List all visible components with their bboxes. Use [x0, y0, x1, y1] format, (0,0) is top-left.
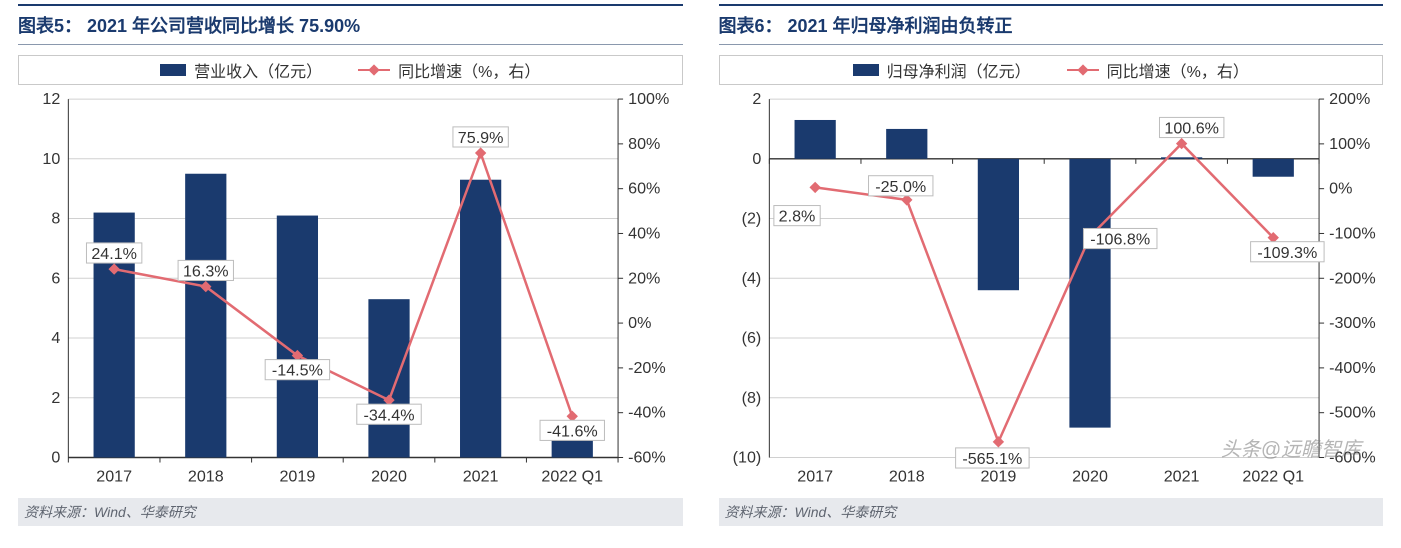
chart5-source: 资料来源：Wind、华泰研究: [18, 498, 683, 526]
svg-text:6: 6: [51, 269, 60, 287]
chart5-plot: 0 2 4 6 8 10 12 -60% -40% -20% 0% 20% 40% 60% 80% 100% 2…: [18, 89, 683, 492]
svg-text:10: 10: [42, 150, 60, 168]
svg-text:-200%: -200%: [1329, 269, 1376, 287]
svg-text:2: 2: [51, 389, 60, 407]
svg-text:-41.6%: -41.6%: [547, 422, 598, 440]
svg-text:2: 2: [752, 90, 761, 108]
svg-text:2019: 2019: [980, 468, 1016, 486]
svg-text:2018: 2018: [888, 468, 924, 486]
svg-text:-106.8%: -106.8%: [1090, 231, 1150, 249]
svg-text:-565.1%: -565.1%: [962, 450, 1022, 468]
svg-text:(10): (10): [732, 449, 761, 467]
legend-bar: 归母净利润（亿元）: [853, 58, 1031, 82]
svg-text:100%: 100%: [628, 90, 669, 108]
svg-text:-600%: -600%: [1329, 449, 1376, 467]
svg-text:-34.4%: -34.4%: [364, 406, 415, 424]
svg-text:-25.0%: -25.0%: [875, 178, 926, 196]
svg-text:12: 12: [42, 90, 60, 108]
svg-text:2018: 2018: [188, 468, 224, 486]
legend-bar-label: 归母净利润（亿元）: [887, 58, 1031, 82]
chart6-title: 图表6： 2021 年归母净利润由负转正: [719, 4, 1384, 45]
chart6-source: 资料来源：Wind、华泰研究: [719, 498, 1384, 526]
legend-line: 同比增速（%，右）: [358, 58, 540, 82]
svg-text:-20%: -20%: [628, 359, 666, 377]
svg-text:-60%: -60%: [628, 449, 666, 467]
legend-bar: 营业收入（亿元）: [160, 58, 322, 82]
svg-text:-100%: -100%: [1329, 225, 1376, 243]
line-swatch-icon: [358, 69, 390, 71]
line-swatch-icon: [1067, 69, 1099, 71]
svg-text:80%: 80%: [628, 135, 660, 153]
svg-text:2019: 2019: [279, 468, 315, 486]
svg-text:100.6%: 100.6%: [1164, 120, 1219, 138]
svg-text:2021: 2021: [1163, 468, 1199, 486]
svg-text:2.8%: 2.8%: [778, 208, 815, 226]
bar-swatch-icon: [853, 64, 879, 76]
legend-line-label: 同比增速（%，右）: [1107, 58, 1249, 82]
legend-bar-label: 营业收入（亿元）: [194, 58, 322, 82]
legend-line: 同比增速（%，右）: [1067, 58, 1249, 82]
svg-text:0: 0: [752, 150, 761, 168]
svg-text:0%: 0%: [628, 314, 651, 332]
svg-text:(2): (2): [741, 210, 761, 228]
svg-text:2020: 2020: [1072, 468, 1108, 486]
svg-text:2017: 2017: [96, 468, 132, 486]
svg-text:-40%: -40%: [628, 404, 666, 422]
bar-swatch-icon: [160, 64, 186, 76]
svg-text:(8): (8): [741, 389, 761, 407]
svg-text:2020: 2020: [371, 468, 407, 486]
chart-panel-5: 图表5： 2021 年公司营收同比增长 75.90% 营业收入（亿元） 同比增速…: [0, 0, 701, 548]
svg-text:0: 0: [51, 449, 60, 467]
svg-text:4: 4: [51, 329, 60, 347]
svg-text:8: 8: [51, 210, 60, 228]
chart5-title: 图表5： 2021 年公司营收同比增长 75.90%: [18, 4, 683, 45]
svg-text:40%: 40%: [628, 225, 660, 243]
svg-text:0%: 0%: [1329, 180, 1352, 198]
svg-text:-300%: -300%: [1329, 314, 1376, 332]
chart5-legend: 营业收入（亿元） 同比增速（%，右）: [18, 55, 683, 85]
svg-text:200%: 200%: [1329, 90, 1370, 108]
svg-text:2022 Q1: 2022 Q1: [541, 468, 603, 486]
svg-text:100%: 100%: [1329, 135, 1370, 153]
svg-text:20%: 20%: [628, 269, 660, 287]
chart6-plot: (10) (8) (6) (4) (2) 0 2 -600% -500% -400% -300% -2…: [719, 89, 1384, 492]
svg-text:-14.5%: -14.5%: [272, 362, 323, 380]
chart6-legend: 归母净利润（亿元） 同比增速（%，右）: [719, 55, 1384, 85]
chart5-svg: 0 2 4 6 8 10 12 -60% -40% -20% 0% 20% 40% 60% 80% 100% 2…: [18, 89, 683, 492]
svg-text:-400%: -400%: [1329, 359, 1376, 377]
svg-text:75.9%: 75.9%: [458, 129, 504, 147]
svg-text:-109.3%: -109.3%: [1257, 244, 1317, 262]
svg-text:24.1%: 24.1%: [91, 245, 137, 263]
svg-text:(6): (6): [741, 329, 761, 347]
svg-text:(4): (4): [741, 269, 761, 287]
svg-text:2021: 2021: [463, 468, 499, 486]
chart-panel-6: 图表6： 2021 年归母净利润由负转正 归母净利润（亿元） 同比增速（%，右）…: [701, 0, 1401, 548]
svg-text:2022 Q1: 2022 Q1: [1242, 468, 1304, 486]
svg-text:2017: 2017: [797, 468, 833, 486]
svg-text:-500%: -500%: [1329, 404, 1376, 422]
svg-text:16.3%: 16.3%: [183, 262, 229, 280]
legend-line-label: 同比增速（%，右）: [398, 58, 540, 82]
chart6-svg: (10) (8) (6) (4) (2) 0 2 -600% -500% -400% -300% -2…: [719, 89, 1384, 492]
svg-text:60%: 60%: [628, 180, 660, 198]
